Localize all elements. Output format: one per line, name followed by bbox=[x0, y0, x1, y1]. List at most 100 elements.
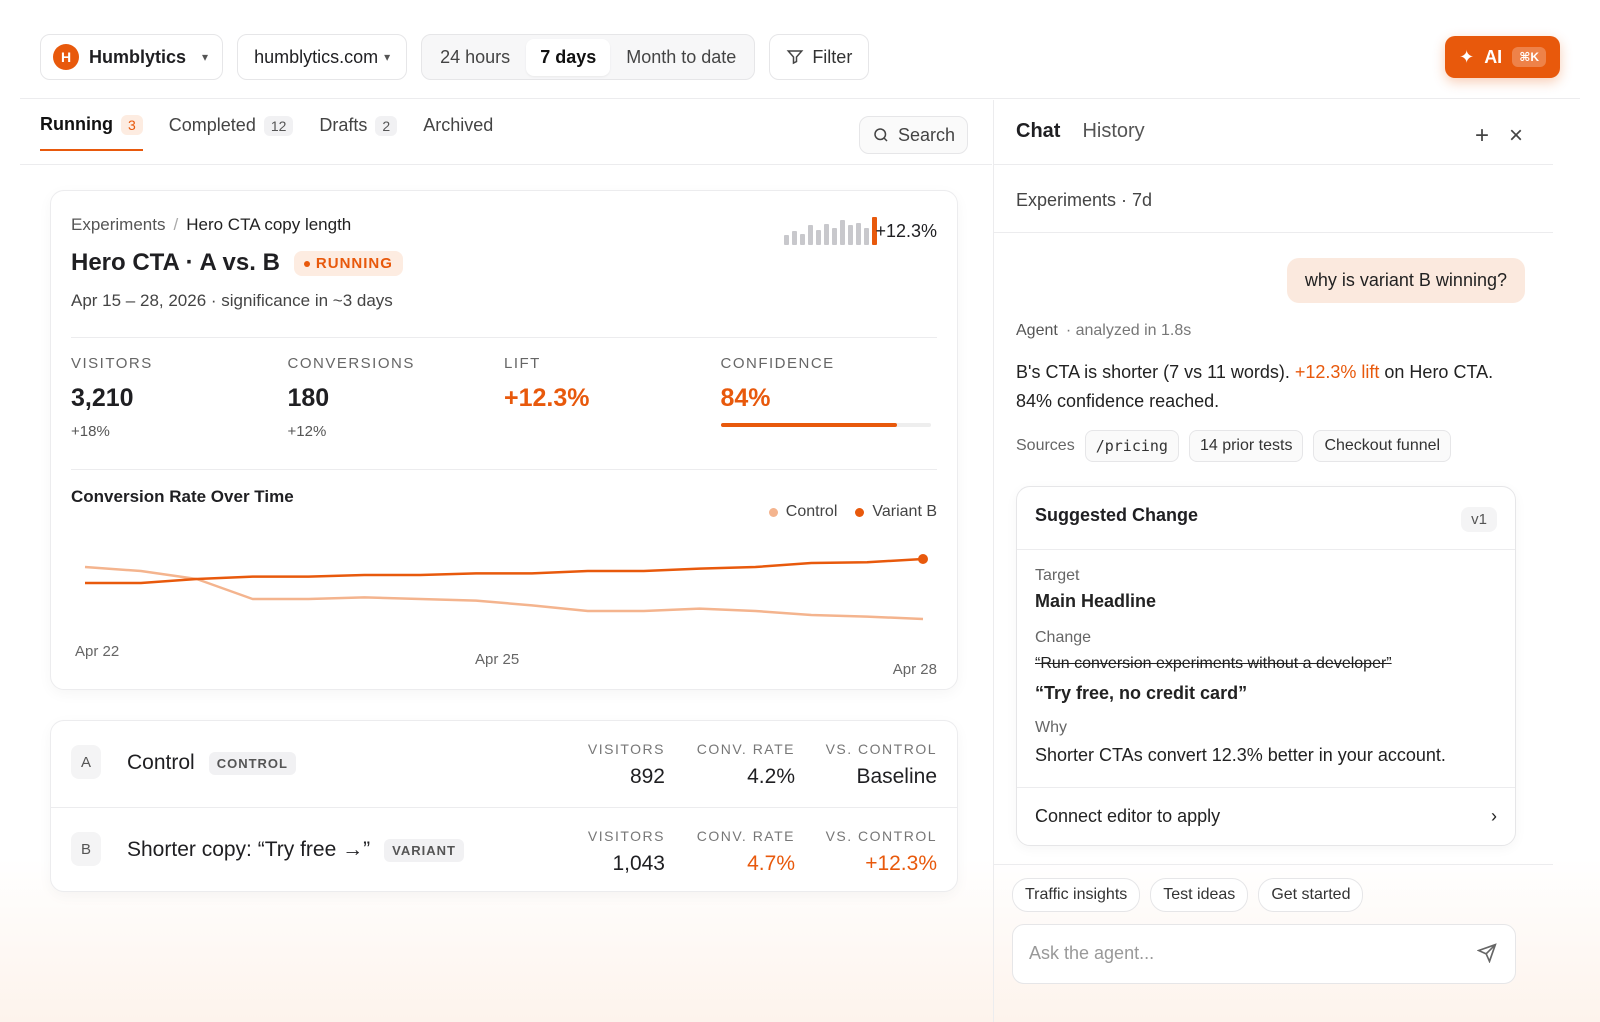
sparkline-bar bbox=[840, 220, 845, 245]
ai-shortcut: ⌘K bbox=[1512, 47, 1546, 67]
variant-letter: B bbox=[71, 832, 101, 866]
chat-panel: Chat History + × Experiments · 7d why is… bbox=[993, 100, 1553, 1022]
search-button[interactable]: Search bbox=[858, 116, 968, 154]
metric-delta: +18% bbox=[71, 423, 110, 440]
tab-archived[interactable]: Archived bbox=[423, 115, 493, 150]
filter-label: Filter bbox=[812, 46, 853, 67]
stat-label: CONV. RATE bbox=[696, 828, 795, 844]
sparkline-bar bbox=[856, 223, 861, 245]
x-tick-label: Apr 28 bbox=[892, 661, 937, 678]
variant-row-a[interactable]: A Control CONTROL VISITORS 892 CONV. RAT… bbox=[51, 721, 957, 807]
sources-row: Sources /pricing 14 prior tests Checkout… bbox=[1016, 430, 1452, 462]
why-text: Shorter CTAs convert 12.3% better in you… bbox=[1035, 745, 1446, 765]
chat-input[interactable]: Ask the agent... bbox=[1012, 924, 1516, 984]
variant-row-b[interactable]: B Shorter copy: “Try free →” VARIANT VIS… bbox=[51, 807, 957, 893]
stat-value: +12.3% bbox=[865, 852, 937, 875]
variant-conv-rate: CONV. RATE 4.7% bbox=[697, 828, 795, 876]
stat-label: VISITORS bbox=[587, 741, 665, 757]
connect-editor-button[interactable]: Connect editor to apply › bbox=[1017, 787, 1515, 845]
range-24-hours[interactable]: 24 hours bbox=[440, 46, 511, 67]
plus-icon[interactable]: + bbox=[1474, 122, 1489, 149]
tab-running[interactable]: Running 3 bbox=[40, 114, 143, 151]
sparkline bbox=[784, 217, 877, 245]
metric-value: +12.3% bbox=[504, 384, 590, 412]
target-label: Target bbox=[1035, 567, 1080, 584]
ai-label: AI bbox=[1484, 46, 1503, 67]
chart-legend: Control Variant B bbox=[768, 503, 937, 521]
tab-completed[interactable]: Completed 12 bbox=[169, 115, 294, 150]
reply-text: on Hero CTA. 84% confidence reached. bbox=[1016, 362, 1494, 411]
old-text: “Run conversion experiments without a de… bbox=[1035, 655, 1392, 672]
confidence-bar-fill bbox=[720, 423, 897, 427]
sparkline-bar bbox=[824, 224, 829, 245]
input-placeholder: Ask the agent... bbox=[1029, 943, 1155, 963]
filter-button[interactable]: Filter bbox=[769, 34, 870, 80]
metric-conversions: CONVERSIONS 180 +12% bbox=[288, 355, 505, 440]
chevron-down-icon: ▾ bbox=[384, 50, 391, 64]
close-icon[interactable]: × bbox=[1508, 122, 1523, 149]
variant-tag: CONTROL bbox=[208, 751, 296, 775]
stat-value: 892 bbox=[629, 765, 665, 788]
why-label: Why bbox=[1035, 719, 1067, 736]
confidence-bar bbox=[720, 423, 931, 427]
breadcrumb-root[interactable]: Experiments bbox=[71, 215, 166, 234]
range-7-days[interactable]: 7 days bbox=[526, 38, 611, 76]
source-chip[interactable]: Checkout funnel bbox=[1313, 430, 1452, 462]
variant-visitors: VISITORS 1,043 bbox=[588, 828, 665, 876]
agent-meta: · analyzed in 1.8s bbox=[1065, 322, 1192, 339]
tab-count: 12 bbox=[263, 115, 294, 136]
tab-history[interactable]: History bbox=[1082, 120, 1145, 142]
legend-swatch bbox=[855, 507, 865, 517]
metric-value: 3,210 bbox=[71, 384, 134, 412]
sparkline-bar bbox=[800, 234, 805, 245]
prompt-chip[interactable]: Traffic insights bbox=[1012, 878, 1141, 912]
source-chip[interactable]: 14 prior tests bbox=[1188, 430, 1304, 462]
metric-label: VISITORS bbox=[71, 355, 153, 372]
series-endpoint bbox=[918, 554, 928, 564]
source-chip[interactable]: /pricing bbox=[1084, 430, 1179, 462]
divider bbox=[20, 98, 1580, 99]
tab-drafts[interactable]: Drafts 2 bbox=[319, 115, 398, 150]
divider bbox=[20, 164, 992, 165]
metric-label: CONFIDENCE bbox=[720, 355, 835, 372]
stat-value: Baseline bbox=[856, 765, 937, 788]
sparkline-bar bbox=[872, 217, 877, 245]
tab-label: Running bbox=[40, 114, 113, 134]
send-icon[interactable] bbox=[1477, 943, 1497, 963]
stat-value: 1,043 bbox=[612, 852, 665, 875]
prompt-chip[interactable]: Test ideas bbox=[1150, 878, 1249, 912]
variant-visitors: VISITORS 892 bbox=[588, 741, 665, 789]
new-text: “Try free, no credit card” bbox=[1035, 683, 1248, 703]
sparkline-bar bbox=[848, 225, 853, 245]
sparkline-bar bbox=[784, 235, 789, 245]
experiment-title: Hero CTA · A vs. B bbox=[71, 249, 280, 276]
stat-label: VISITORS bbox=[587, 828, 665, 844]
metric-lift: LIFT +12.3% bbox=[504, 355, 721, 440]
ai-button[interactable]: ✦ AI ⌘K bbox=[1445, 36, 1560, 78]
range-month-to-date[interactable]: Month to date bbox=[626, 46, 737, 67]
user-message: why is variant B winning? bbox=[1286, 258, 1525, 303]
x-tick-label: Apr 22 bbox=[75, 643, 120, 660]
suggestion-title: Suggested Change bbox=[1035, 505, 1199, 525]
metric-value: 180 bbox=[287, 384, 330, 412]
variant-name-row: Control CONTROL bbox=[127, 751, 296, 775]
filter-icon bbox=[786, 50, 804, 65]
change-label: Change bbox=[1035, 629, 1092, 646]
legend-label: Control bbox=[785, 503, 838, 520]
chevron-down-icon: ▾ bbox=[202, 50, 209, 64]
prompt-chip[interactable]: Get started bbox=[1258, 878, 1364, 912]
sparkle-icon: ✦ bbox=[1459, 46, 1475, 67]
domain-switcher[interactable]: humblytics.com ▾ bbox=[237, 34, 408, 80]
workspace-switcher[interactable]: H Humblytics ▾ bbox=[40, 34, 224, 80]
sparkline-bar bbox=[792, 231, 797, 245]
sparkline-bar bbox=[832, 228, 837, 245]
stat-value: 4.7% bbox=[747, 852, 795, 875]
suggested-prompts: Traffic insights Test ideas Get started bbox=[1012, 878, 1364, 912]
divider bbox=[71, 337, 937, 338]
tab-chat[interactable]: Chat bbox=[1016, 120, 1061, 142]
search-icon bbox=[874, 128, 888, 142]
variant-letter: A bbox=[71, 745, 101, 779]
divider bbox=[1017, 549, 1515, 550]
chat-tabs: Chat History bbox=[1016, 120, 1145, 143]
sparkline-bar bbox=[864, 228, 869, 245]
